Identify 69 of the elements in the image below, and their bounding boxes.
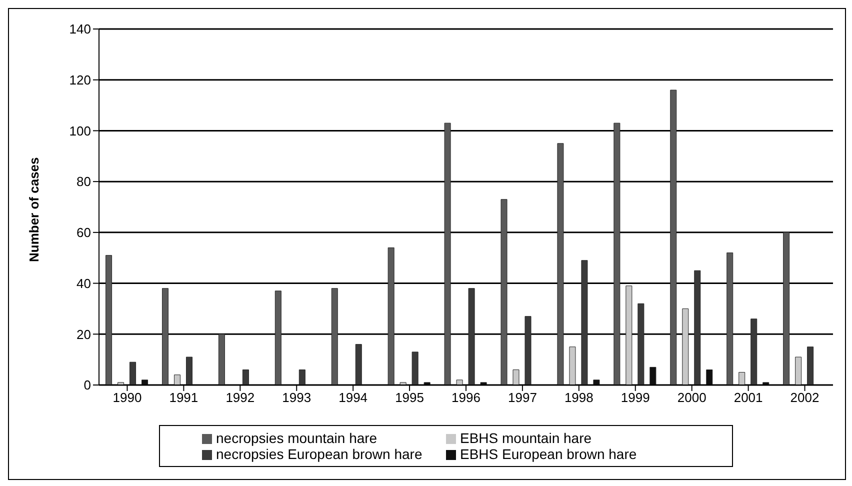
bar (298, 369, 306, 385)
bar (400, 382, 406, 385)
y-tick-label: 60 (76, 225, 91, 240)
bar (726, 252, 734, 385)
bar (807, 346, 814, 385)
bar (456, 380, 463, 385)
bar (670, 90, 677, 385)
bar (106, 255, 112, 385)
bar (557, 143, 564, 385)
bar (468, 288, 475, 385)
x-tick-label: 1992 (226, 390, 255, 406)
bar (569, 346, 576, 385)
y-tick-label: 120 (69, 72, 91, 88)
bar (242, 369, 249, 385)
bar (174, 374, 180, 385)
legend-label: necropsies mountain hare (216, 430, 378, 446)
x-tick-label: 1991 (169, 390, 198, 406)
bar (130, 362, 136, 385)
y-axis-title: Number of cases (26, 157, 42, 262)
y-tick-label: 140 (69, 22, 91, 37)
bar (783, 232, 790, 385)
x-tick-label: 1996 (452, 390, 480, 406)
bar (512, 369, 520, 385)
y-tick-label: 0 (84, 378, 91, 393)
bar (355, 344, 362, 385)
bar (412, 352, 418, 385)
bar (500, 199, 508, 385)
bar (186, 356, 192, 385)
bar (142, 380, 148, 385)
bar (706, 369, 713, 385)
bar (444, 122, 451, 385)
bar (694, 270, 701, 385)
x-tick-label: 1999 (620, 390, 650, 406)
bar (593, 380, 600, 385)
x-tick-label: 1995 (395, 390, 424, 406)
bar (480, 382, 487, 385)
x-tick-label: 1998 (564, 390, 594, 406)
bar (750, 318, 758, 385)
legend-label: necropsies European brown hare (216, 446, 424, 462)
bar (162, 288, 168, 385)
y-tick-label: 100 (69, 123, 91, 138)
bar (218, 334, 225, 385)
bar (524, 316, 532, 385)
bar (626, 286, 632, 385)
legend-label: EBHS mountain hare (460, 430, 593, 446)
bar (738, 372, 746, 385)
bar (762, 382, 770, 385)
y-tick-label: 20 (76, 326, 91, 342)
bar (638, 303, 644, 385)
bar (614, 122, 620, 385)
x-tick-label: 1997 (508, 390, 537, 406)
bar (682, 308, 689, 385)
legend-label: EBHS European brown hare (460, 446, 638, 462)
bar (331, 288, 338, 385)
x-tick-label: 2000 (677, 390, 706, 406)
y-tick-label: 40 (76, 276, 91, 291)
bar (650, 366, 656, 385)
bar (795, 356, 802, 385)
x-tick-label: 1990 (112, 390, 142, 406)
y-tick-label: 80 (76, 174, 91, 190)
bar (274, 290, 282, 385)
x-tick-label: 2002 (790, 390, 820, 406)
x-tick-label: 1994 (338, 390, 368, 406)
bar (118, 382, 124, 385)
x-tick-label: 1993 (282, 390, 312, 406)
bar (581, 260, 588, 385)
bar (388, 247, 394, 385)
bar (424, 382, 430, 385)
x-tick-label: 2001 (734, 390, 763, 406)
